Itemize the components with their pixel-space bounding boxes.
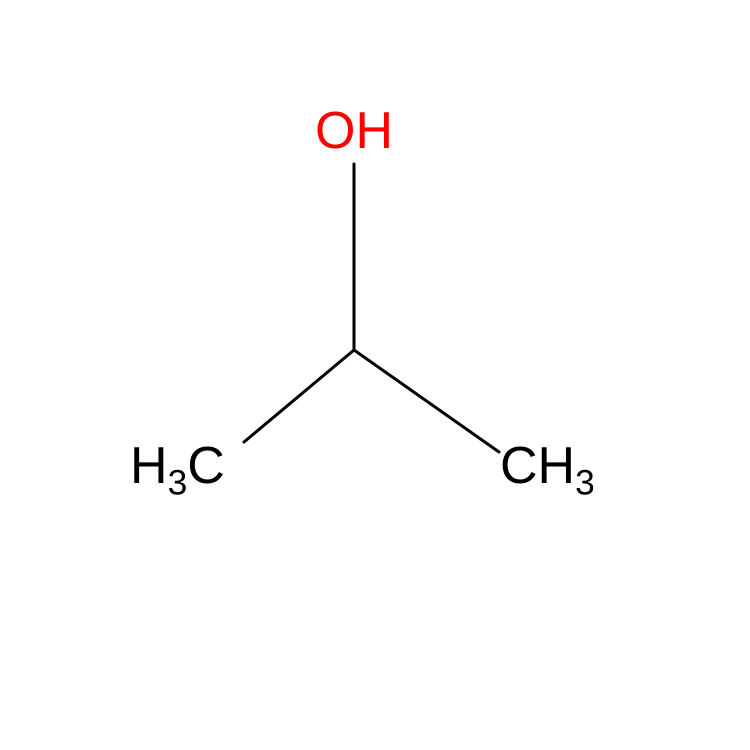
methyl-group-left-label: H3C <box>130 440 225 492</box>
hydroxyl-group-label: OH <box>315 105 393 157</box>
chemical-structure-canvas: OH H3C CH3 <box>0 0 750 750</box>
methyl-group-right-label: CH3 <box>500 440 595 492</box>
